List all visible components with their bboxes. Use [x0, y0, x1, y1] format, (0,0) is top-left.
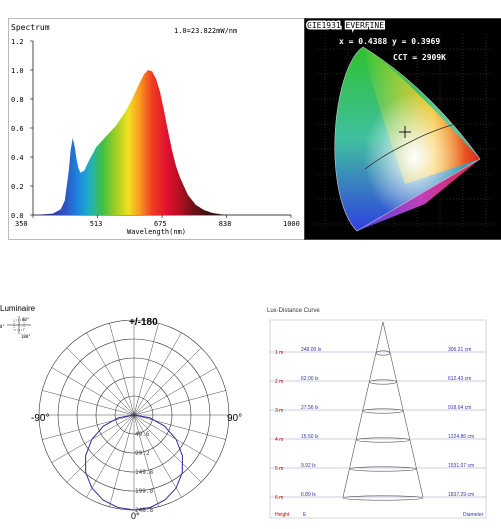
lux-rows: 1 m 248.00 lx 306.21 cm 2 m 62.00 lx 612.43 c…: [270, 347, 486, 501]
polar-bottom-label: 0°: [131, 511, 140, 521]
cie-horseshoe: [334, 46, 481, 232]
ring-value-label: 248.8: [135, 507, 153, 514]
ring-value-label: 49.6: [135, 431, 150, 438]
footer-height-label: Height: [275, 512, 290, 518]
row-diameter: 1837.29 cm: [448, 492, 474, 498]
legend-left-label: 0°: [0, 324, 5, 329]
row-illuminance: 15.50 lx: [301, 434, 319, 440]
lux-distance-chart: Lux-Distance Curve 1 m 248.00 lx 306.21 cm…: [267, 308, 487, 519]
spectrum-peak-note: 1.0=23.822mW/nm: [174, 27, 237, 35]
row-illuminance: 248.00 lx: [301, 347, 322, 353]
legend-top-label: 90°: [22, 317, 29, 322]
footer-diameter-label: Diameter: [463, 512, 484, 518]
polar-spoke: [133, 332, 182, 416]
x-tick-label: 350: [15, 220, 28, 228]
x-tick-label: 675: [154, 220, 167, 228]
intensity-curve-c90: [85, 414, 183, 511]
x-tick-label: 838: [219, 220, 232, 228]
polar-top-label: +/-180: [129, 317, 158, 328]
polar-spoke: [133, 414, 226, 440]
y-tick-label: 0.2: [11, 183, 24, 191]
polar-spoke: [42, 390, 135, 416]
x-tick-label: 513: [90, 220, 103, 228]
row-diameter: 1224.86 cm: [448, 434, 474, 440]
legend-bottom-label: 180°: [21, 334, 31, 339]
planckian-locus: [364, 123, 456, 170]
y-tick-label: 0.8: [11, 96, 24, 104]
cie-title: CIE1931 EVERFINE: [307, 21, 384, 30]
y-tick-label: 0.4: [11, 154, 24, 162]
light-cone: [342, 321, 424, 498]
row-illuminance: 6.89 lx: [301, 492, 316, 498]
row-illuminance: 62.00 lx: [301, 376, 319, 382]
spectrum-title: Spectrum: [11, 23, 50, 32]
row-diameter: 918.64 cm: [448, 405, 471, 411]
polar-panel: Luminaire 90° 0° 180° 49.6 99.2 149.8 199.0…: [0, 300, 260, 525]
footer-e-label: E: [303, 512, 307, 518]
polar-spoke: [133, 367, 217, 416]
row-height: 3 m: [275, 408, 283, 414]
beam-ellipse: [362, 408, 404, 414]
polar-spoke: [133, 414, 202, 483]
polar-legend-icon: 90° 0° 180°: [0, 316, 31, 339]
polar-spoke: [133, 390, 226, 416]
polar-left-label: -90°: [31, 413, 49, 424]
ring-value-label: 149.8: [135, 469, 153, 476]
lux-frame: [269, 319, 487, 519]
lux-title: Lux-Distance Curve: [267, 308, 320, 314]
spectrum-curve: [33, 70, 228, 215]
polar-chart: Luminaire 90° 0° 180° 49.6 99.2 149.8 199.0…: [0, 304, 242, 521]
polar-spoke: [51, 367, 135, 416]
row-illuminance: 27.56 lx: [301, 405, 319, 411]
ring-value-label: 199.0: [135, 488, 153, 495]
beam-ellipse: [349, 466, 417, 472]
ring-value-labels: 49.6 99.2 149.8 199.0 248.8: [135, 431, 153, 514]
polar-spoke: [86, 332, 135, 416]
row-height: 1 m: [275, 350, 283, 356]
y-tick-label: 1.0: [11, 67, 24, 75]
chromaticity-marker: [399, 126, 411, 138]
polar-spoke: [109, 414, 135, 507]
polar-spoke: [42, 414, 135, 440]
polar-title: Luminaire: [0, 304, 36, 313]
row-diameter: 612.43 cm: [448, 376, 471, 382]
row-height: 4 m: [275, 437, 283, 443]
y-tick-label: 0.0: [11, 212, 24, 220]
beam-ellipse: [375, 350, 391, 356]
lux-panel: Lux-Distance Curve 1 m 248.00 lx 306.21 cm…: [265, 300, 501, 525]
beam-ellipse: [342, 495, 424, 501]
x-axis-label: Wavelength(nm): [127, 228, 186, 236]
polar-spoke: [133, 323, 159, 416]
row-diameter: 306.21 cm: [448, 347, 471, 353]
row-height: 2 m: [275, 379, 283, 385]
row-illuminance: 9.92 lx: [301, 463, 316, 469]
cie-panel: CIE1931 EVERFINE x = 0.4388 y = 0.3969 C…: [304, 18, 501, 240]
polar-spoke: [86, 414, 135, 498]
y-tick-label: 0.6: [11, 125, 24, 133]
polar-spoke: [133, 414, 182, 498]
spectrum-chart: 0.0 0.2 0.4 0.6 0.8 1.0 1.2 350 513 675 838 1000 Sp…: [11, 23, 300, 236]
polar-spoke: [66, 347, 135, 416]
row-height: 6 m: [275, 495, 283, 501]
row-height: 5 m: [275, 466, 283, 472]
row-diameter: 1531.07 cm: [448, 463, 474, 469]
x-tick-label: 1000: [283, 220, 300, 228]
cie-cct: CCT = 2909K: [393, 53, 446, 62]
beam-ellipse: [369, 379, 397, 385]
ring-value-label: 99.2: [135, 450, 150, 457]
polar-spoke: [133, 347, 202, 416]
polar-spoke: [133, 414, 159, 507]
cie-coords: x = 0.4388 y = 0.3969: [339, 37, 440, 46]
spectrum-panel: 0.0 0.2 0.4 0.6 0.8 1.0 1.2 350 513 675 838 1000 Sp…: [8, 18, 305, 240]
cie-chart: CIE1931 EVERFINE x = 0.4388 y = 0.3969 C…: [305, 19, 501, 239]
polar-spoke: [109, 323, 135, 416]
polar-right-label: 90°: [227, 413, 242, 424]
y-tick-label: 1.2: [11, 38, 24, 46]
polar-spoke: [66, 414, 135, 483]
beam-ellipse: [355, 437, 411, 443]
